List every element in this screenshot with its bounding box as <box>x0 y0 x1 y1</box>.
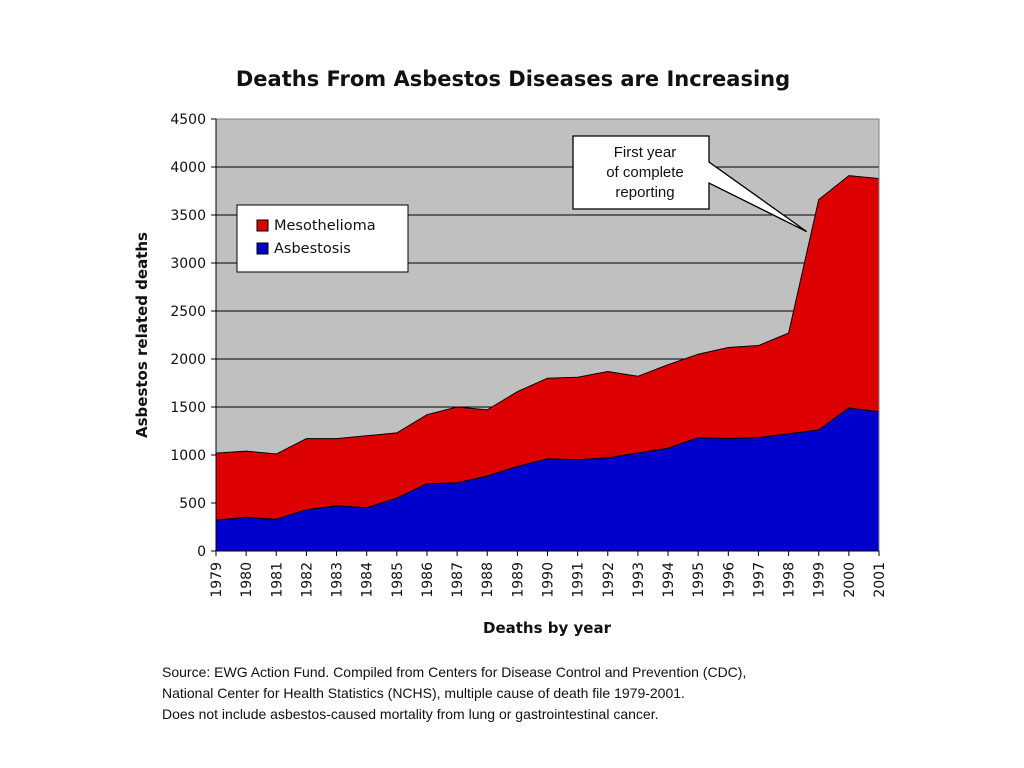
legend: Mesothelioma Asbestosis <box>236 204 409 273</box>
axes: 0 500 1000 1500 2000 2500 3000 3500 4000 4500 1979… <box>170 112 888 598</box>
x-tick-label: 1997 <box>751 562 767 598</box>
legend-label-mesothelioma: Mesothelioma <box>274 218 376 234</box>
source-line-2: National Center for Health Statistics (N… <box>162 685 685 701</box>
x-tick-label: 1987 <box>450 562 466 598</box>
y-tick-label: 1000 <box>170 448 206 464</box>
x-tick-label: 2001 <box>872 562 888 598</box>
x-tick-label: 1982 <box>299 562 315 598</box>
legend-swatch-mesothelioma <box>256 219 269 232</box>
x-axis-label: Deaths by year <box>483 619 612 637</box>
callout-line: reporting <box>615 184 674 201</box>
x-tick-label: 2000 <box>842 562 858 598</box>
y-tick-label: 4500 <box>170 112 206 128</box>
chart-title: Deaths From Asbestos Diseases are Increa… <box>236 67 790 91</box>
x-tick-label: 1993 <box>631 562 647 598</box>
x-tick-label: 1985 <box>390 562 406 598</box>
x-tick-label: 1983 <box>330 562 346 598</box>
legend-swatch-asbestosis <box>256 242 269 255</box>
x-tick-label: 1992 <box>601 562 617 598</box>
plot-area <box>215 118 880 552</box>
y-tick-label: 4000 <box>170 160 206 176</box>
y-tick-label: 0 <box>197 544 206 560</box>
x-tick-label: 1980 <box>239 562 255 598</box>
chart: Deaths From Asbestos Diseases are Increa… <box>133 67 888 637</box>
source-note: Source: EWG Action Fund. Compiled from C… <box>162 662 922 725</box>
source-line-1: Source: EWG Action Fund. Compiled from C… <box>162 664 747 680</box>
annotation-callout: First year of complete reporting <box>572 135 808 233</box>
callout-line: First year <box>614 144 677 161</box>
x-tick-label: 1989 <box>510 562 526 598</box>
x-tick-label: 1996 <box>721 562 737 598</box>
y-tick-label: 3500 <box>170 208 206 224</box>
legend-label-asbestosis: Asbestosis <box>274 241 351 257</box>
callout-box <box>572 135 808 233</box>
x-tick-label: 1981 <box>269 562 285 598</box>
x-tick-label: 1984 <box>360 562 376 598</box>
y-tick-label: 2000 <box>170 352 206 368</box>
y-tick-label: 2500 <box>170 304 206 320</box>
y-tick-label: 1500 <box>170 400 206 416</box>
x-tick-label: 1990 <box>541 562 557 598</box>
area-asbestosis <box>215 407 880 552</box>
x-tick-label: 1979 <box>209 562 225 598</box>
x-tick-label: 1986 <box>420 562 436 598</box>
x-tick-label: 1998 <box>782 562 798 598</box>
y-tick-label: 3000 <box>170 256 206 272</box>
x-tick-label: 1988 <box>480 562 496 598</box>
y-tick-label: 500 <box>179 496 206 512</box>
x-tick-label: 1999 <box>812 562 828 598</box>
x-tick-label: 1991 <box>571 562 587 598</box>
y-axis-label: Asbestos related deaths <box>133 232 151 438</box>
source-line-3: Does not include asbestos-caused mortali… <box>162 706 659 722</box>
x-tick-label: 1994 <box>661 562 677 598</box>
x-tick-label: 1995 <box>691 562 707 598</box>
callout-line: of complete <box>606 164 684 181</box>
legend-box <box>236 204 409 273</box>
